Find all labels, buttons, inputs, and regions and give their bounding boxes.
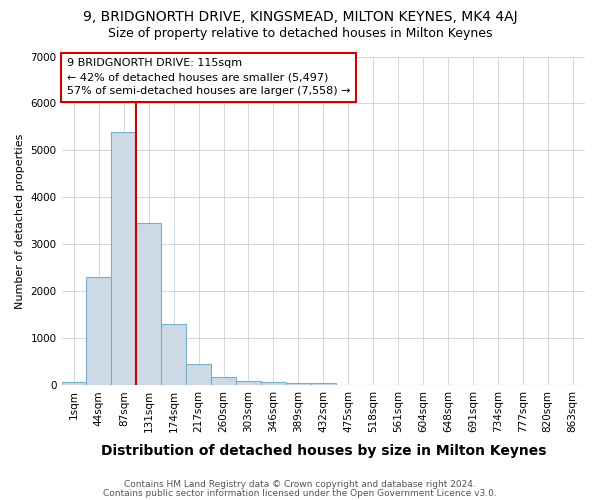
Bar	[211, 377, 236, 386]
Bar	[186, 364, 211, 386]
Text: 9, BRIDGNORTH DRIVE, KINGSMEAD, MILTON KEYNES, MK4 4AJ: 9, BRIDGNORTH DRIVE, KINGSMEAD, MILTON K…	[83, 10, 517, 24]
Text: 9 BRIDGNORTH DRIVE: 115sqm
← 42% of detached houses are smaller (5,497)
57% of s: 9 BRIDGNORTH DRIVE: 115sqm ← 42% of deta…	[67, 58, 350, 96]
Bar	[286, 383, 311, 386]
Bar	[86, 278, 112, 386]
Y-axis label: Number of detached properties: Number of detached properties	[15, 134, 25, 308]
Bar	[161, 324, 186, 386]
Text: Contains public sector information licensed under the Open Government Licence v3: Contains public sector information licen…	[103, 488, 497, 498]
Bar	[311, 383, 336, 386]
Bar	[236, 380, 261, 386]
Bar	[112, 132, 136, 386]
Text: Contains HM Land Registry data © Crown copyright and database right 2024.: Contains HM Land Registry data © Crown c…	[124, 480, 476, 489]
Bar	[136, 224, 161, 386]
Text: Size of property relative to detached houses in Milton Keynes: Size of property relative to detached ho…	[108, 28, 492, 40]
Bar	[62, 382, 86, 386]
Bar	[261, 382, 286, 386]
X-axis label: Distribution of detached houses by size in Milton Keynes: Distribution of detached houses by size …	[101, 444, 546, 458]
